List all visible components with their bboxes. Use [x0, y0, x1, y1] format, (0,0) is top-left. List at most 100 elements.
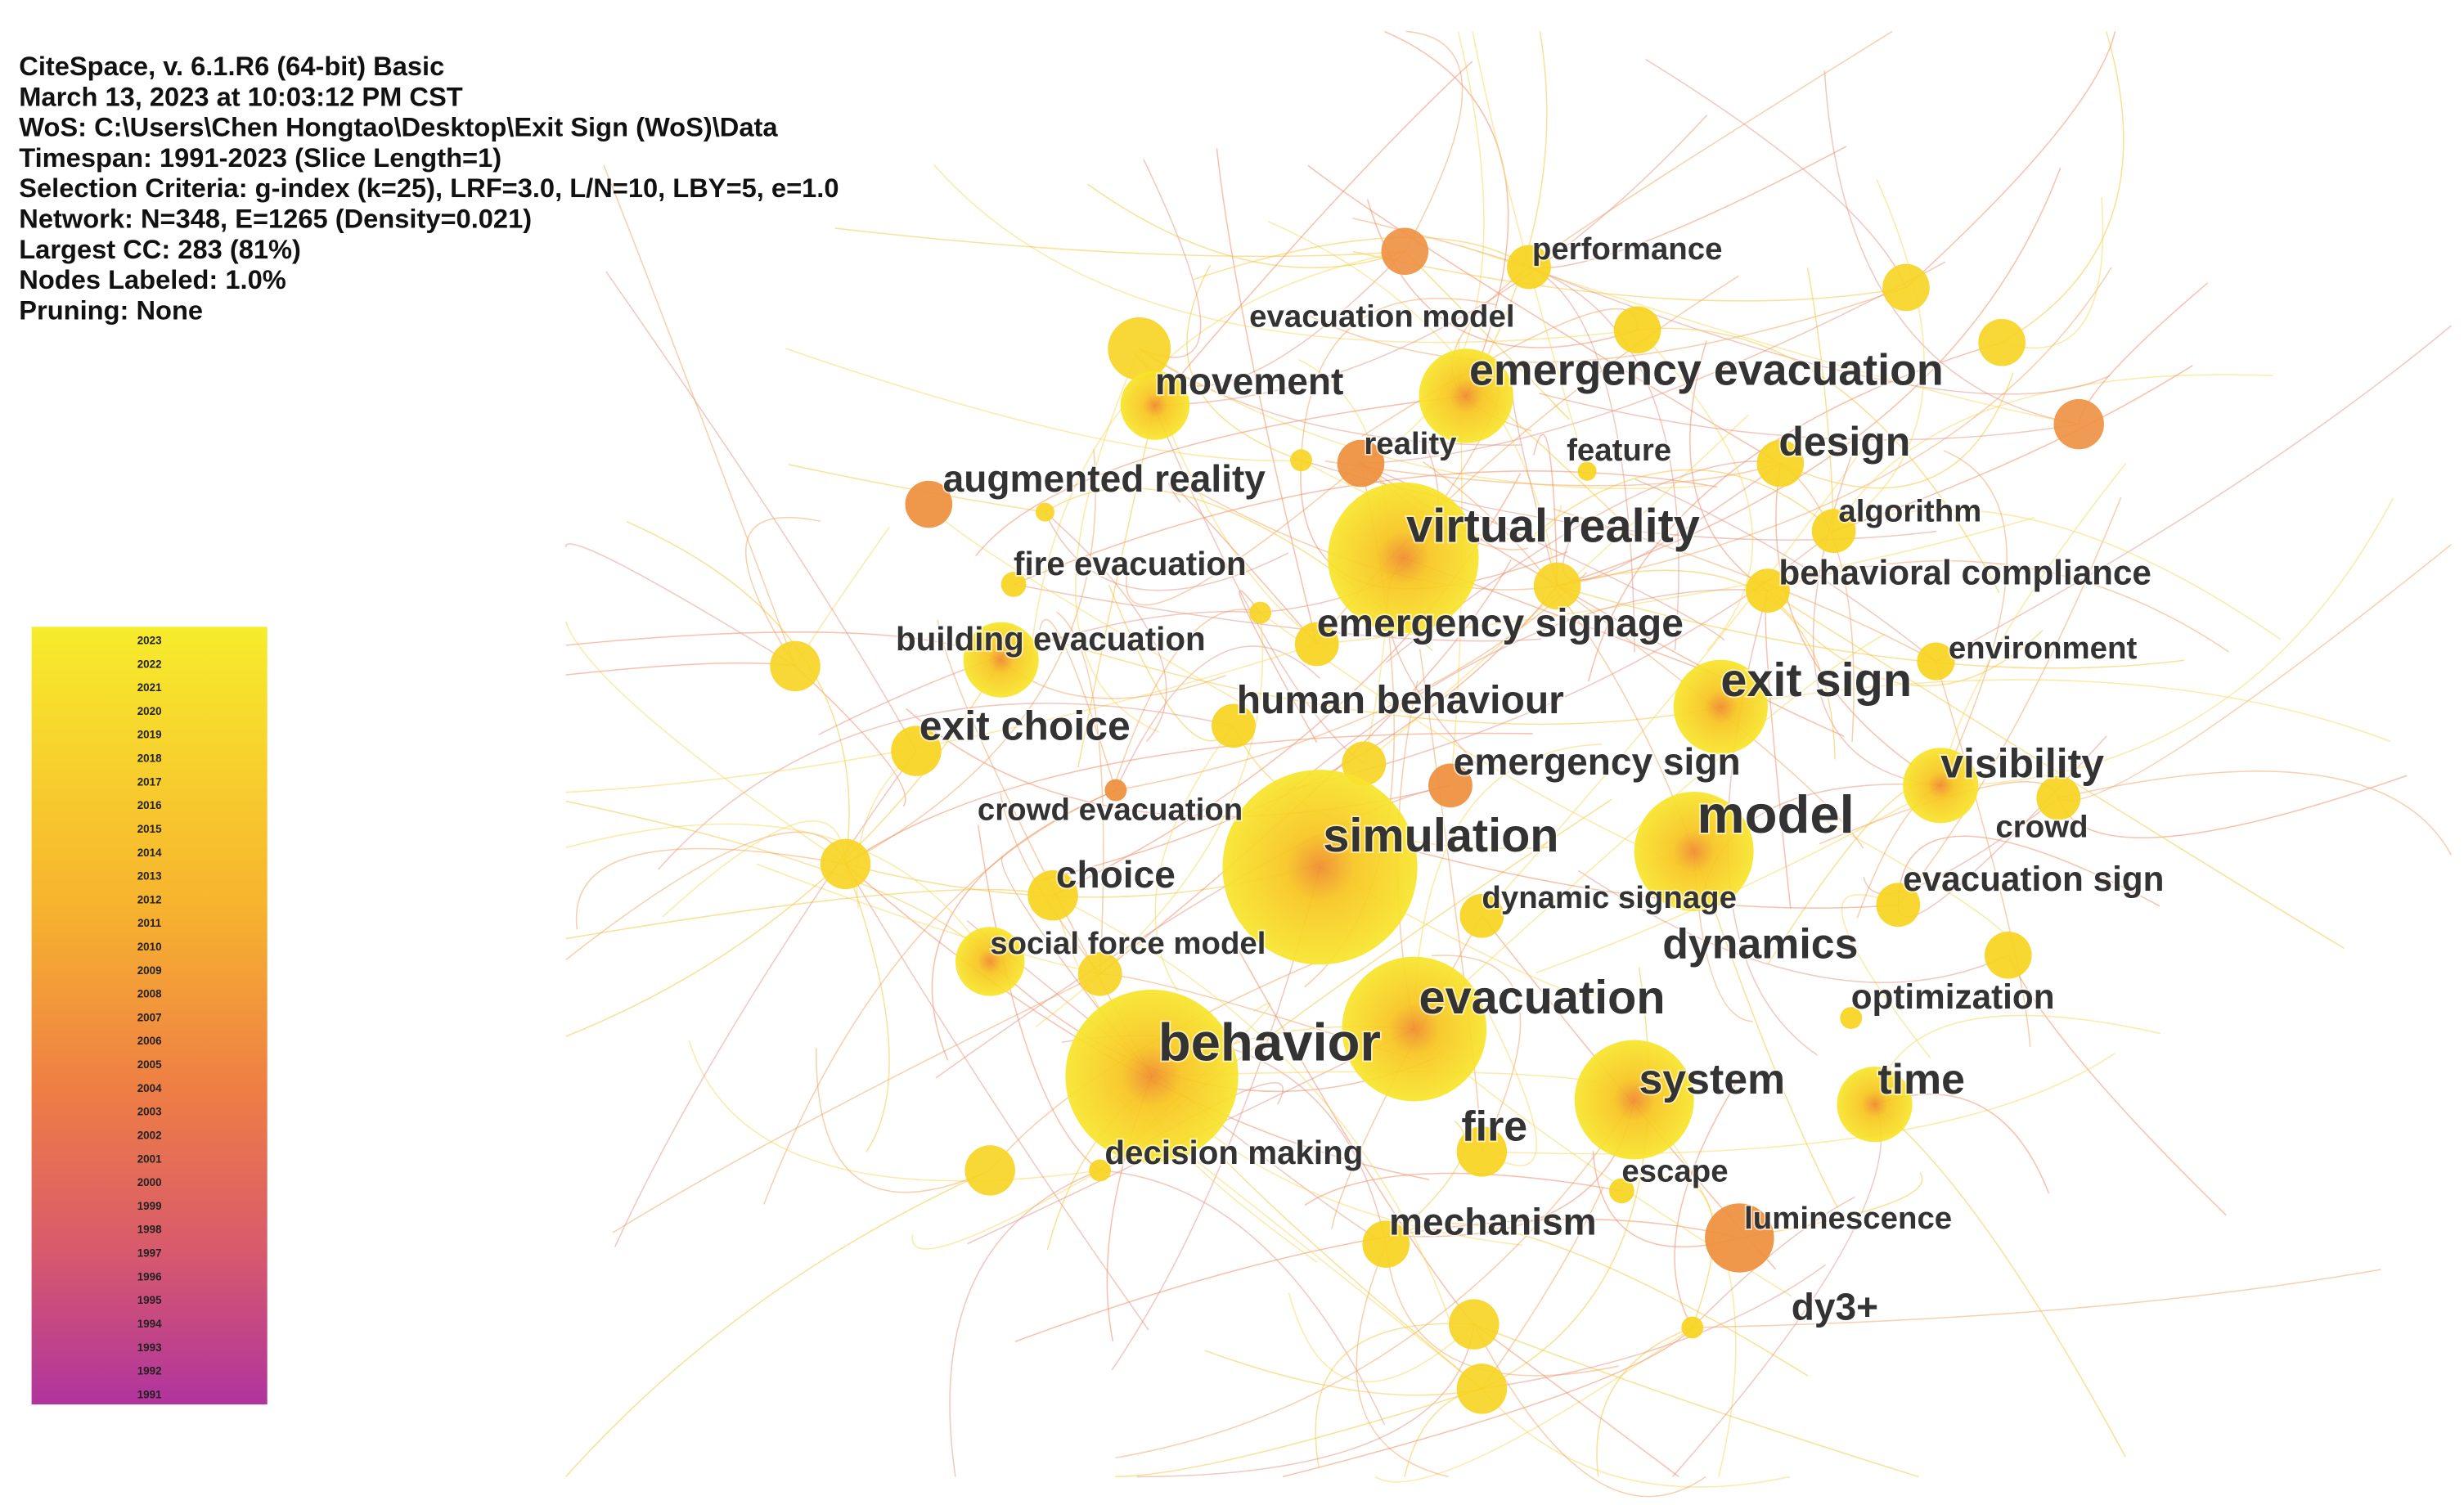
node-circle	[2053, 398, 2104, 450]
edge	[1352, 250, 1907, 302]
edge	[1557, 585, 2184, 669]
edge	[1404, 30, 1464, 252]
edge	[977, 824, 1101, 1171]
node-label: emergency evacuation	[1469, 346, 1944, 395]
edge	[1126, 463, 1361, 606]
legend-year: 2003	[137, 1106, 162, 1118]
node-label: dy3+	[1792, 1285, 1878, 1328]
node-label: fire	[1461, 1102, 1527, 1149]
node-circle	[1456, 1363, 1508, 1414]
legend-year: 2021	[137, 681, 162, 694]
edge	[565, 823, 991, 962]
legend-year: 2009	[137, 964, 162, 977]
edge	[1562, 462, 1781, 582]
edge	[1186, 264, 1302, 461]
header-line: Selection Criteria: g-index (k=25), LRF=…	[19, 173, 839, 203]
edge	[1404, 250, 1570, 420]
node-circle	[1705, 1203, 1774, 1273]
node-circle	[1104, 779, 1127, 802]
node-label: crowd evacuation	[978, 793, 1243, 828]
node-label: dynamic signage	[1482, 880, 1737, 915]
node-label: escape	[1621, 1153, 1728, 1188]
legend-year: 2005	[137, 1058, 162, 1071]
edge	[1832, 374, 2273, 532]
edge	[816, 1048, 991, 1193]
node-circle	[1294, 622, 1339, 667]
node-circle	[1634, 792, 1754, 911]
edge	[1459, 245, 2080, 425]
node-label: evacuation	[1419, 972, 1666, 1024]
header-line: Pruning: None	[19, 294, 203, 325]
legend-year: 2014	[137, 847, 162, 859]
nodes	[770, 227, 2104, 1414]
edge	[1465, 31, 1548, 397]
node-circle	[1985, 931, 2032, 979]
edge	[1863, 797, 2059, 895]
node-label: virtual reality	[1406, 501, 1700, 553]
edge	[1637, 327, 2000, 594]
edge	[1897, 496, 2122, 905]
node-circle	[770, 640, 821, 692]
edge	[1044, 511, 1289, 591]
legend-year: 2004	[137, 1082, 162, 1094]
edge	[1385, 1121, 1466, 1245]
node-label: exit choice	[920, 703, 1131, 749]
edge	[834, 227, 1405, 258]
node-circle	[1120, 371, 1190, 440]
legend-year: 2000	[137, 1176, 162, 1188]
edge	[1139, 348, 1708, 490]
edge	[794, 526, 890, 667]
node-label: behavioral compliance	[1778, 553, 2152, 591]
edge	[1940, 450, 2008, 786]
node-circle	[1222, 770, 1418, 965]
legend-year: 2010	[137, 941, 162, 953]
edge	[933, 164, 1638, 344]
edge	[1833, 365, 2193, 532]
node-circle	[963, 622, 1039, 698]
edge	[1940, 497, 2394, 787]
edge	[1578, 869, 2009, 983]
edge	[1634, 478, 1936, 663]
node-label: optimization	[1851, 977, 2055, 1016]
legend-year: 2007	[137, 1011, 162, 1023]
header-line: Nodes Labeled: 1.0%	[19, 264, 286, 294]
edge	[658, 703, 1234, 870]
edge	[949, 1170, 1100, 1477]
edge	[1056, 611, 1104, 974]
node-circle	[1089, 1159, 1112, 1182]
edge	[565, 662, 796, 676]
legend-year: 2017	[137, 775, 162, 788]
node-circle	[1882, 263, 1930, 312]
header-line: CiteSpace, v. 6.1.R6 (64-bit) Basic	[19, 51, 444, 81]
edge	[763, 789, 1117, 1205]
edge	[1154, 725, 1234, 992]
edge	[1587, 341, 2003, 682]
edge	[2001, 197, 2104, 349]
edge	[1099, 1170, 1386, 1426]
edge	[564, 621, 846, 865]
node-circle	[1681, 1316, 1704, 1339]
edge	[1239, 590, 1318, 744]
node-circle	[1574, 1040, 1694, 1160]
edge	[1636, 329, 1754, 651]
edge	[1360, 31, 1485, 465]
node-label: movement	[1155, 360, 1343, 402]
header-line: Network: N=348, E=1265 (Density=0.021)	[19, 203, 532, 233]
header-line: WoS: C:\Users\Chen Hongtao\Desktop\Exit …	[19, 112, 778, 142]
node-label: mechanism	[1389, 1201, 1597, 1243]
node-label: exit sign	[1720, 654, 1912, 707]
header-line: March 13, 2023 at 10:03:12 PM CST	[19, 81, 463, 111]
legend-year: 1998	[137, 1224, 162, 1236]
legend-year: 1997	[137, 1247, 162, 1260]
node-circle	[905, 480, 953, 528]
edge	[565, 659, 1002, 1037]
edge	[1936, 325, 2452, 663]
node-circle	[1035, 502, 1054, 522]
edge	[931, 789, 1117, 1061]
edge	[1720, 679, 2391, 743]
edge	[612, 973, 1101, 1233]
edge	[1510, 368, 1558, 586]
edge	[1154, 61, 1473, 407]
node-label: reality	[1364, 426, 1457, 461]
